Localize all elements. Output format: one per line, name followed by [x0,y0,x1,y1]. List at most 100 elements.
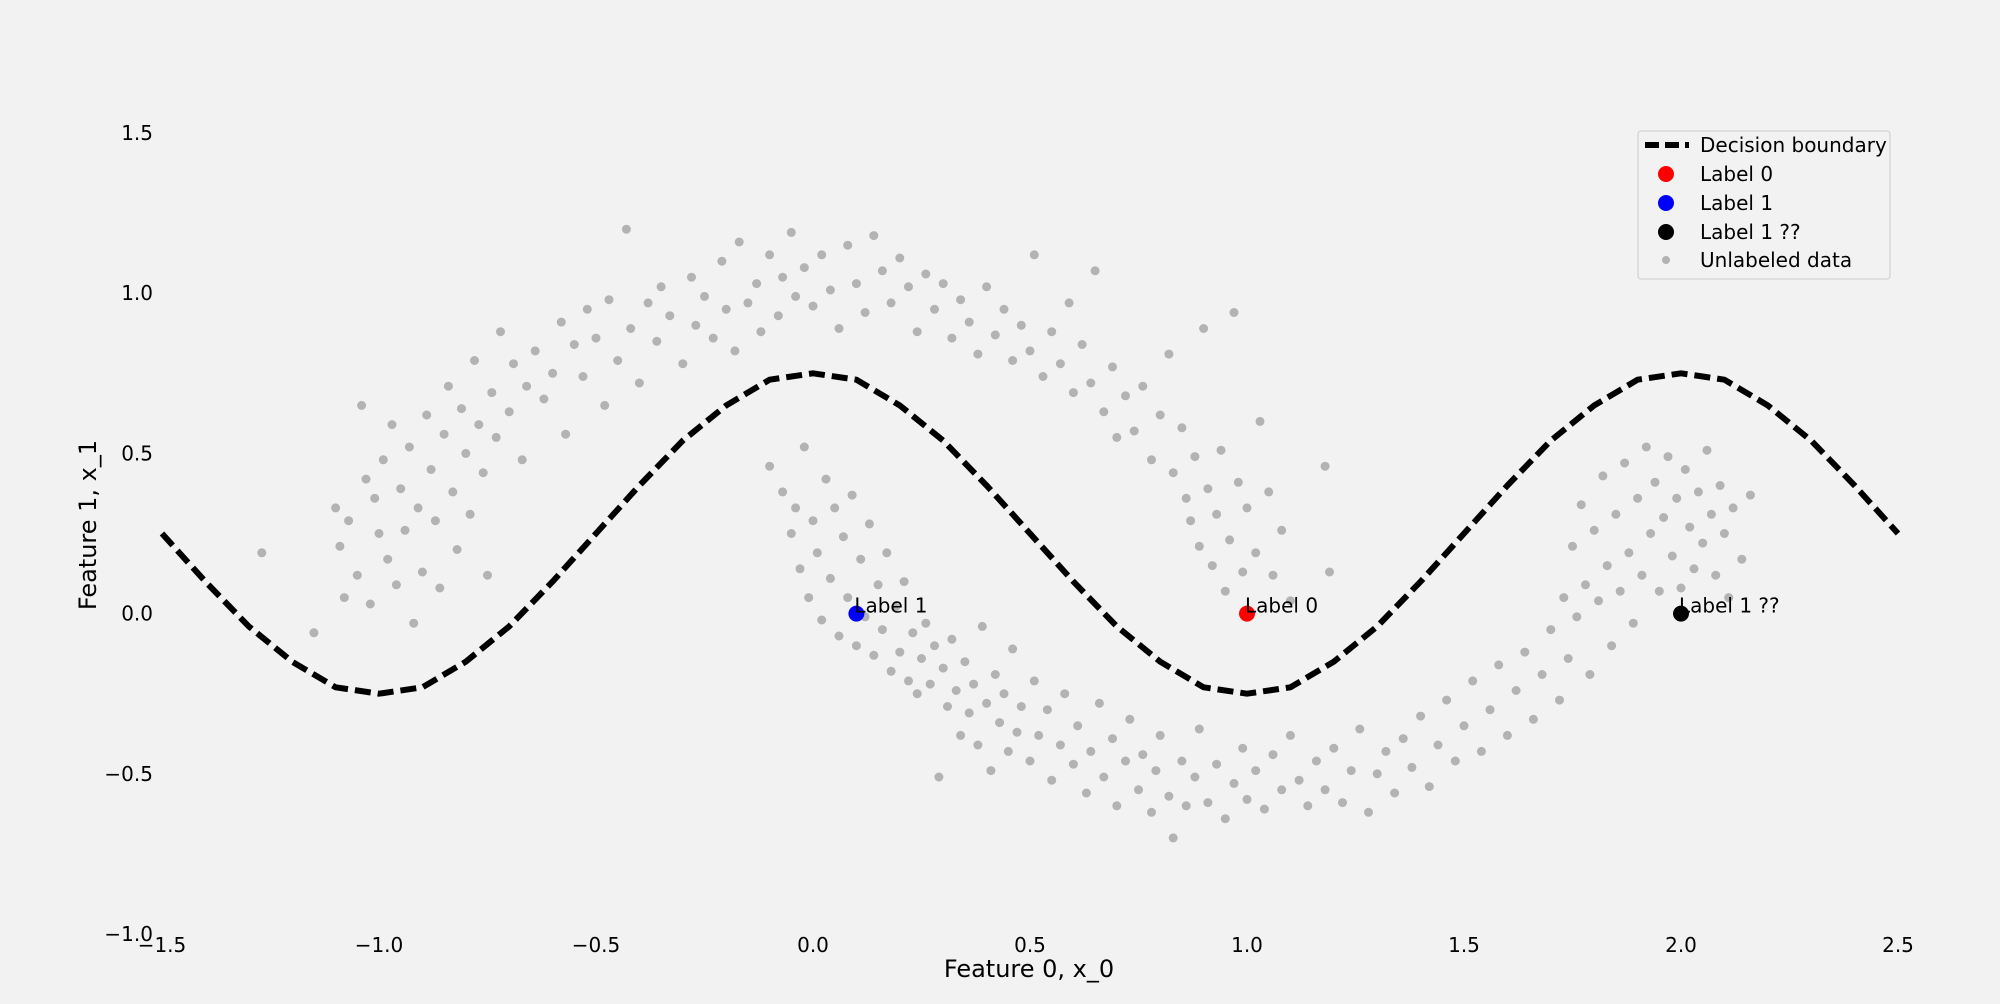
unlabeled-point [908,628,918,638]
legend-frame [1637,130,1891,280]
unlabeled-point [1646,529,1656,538]
unlabeled-point [621,224,631,234]
unlabeled-point [891,602,900,612]
y-axis-label: Feature 1, x_1 [74,440,102,610]
unlabeled-point [1277,525,1287,535]
legend-unlabeled-swatch [1662,256,1670,264]
unlabeled-point [1563,654,1573,663]
unlabeled-point [817,250,827,260]
unlabeled-point [860,308,870,317]
unlabeled-point [799,263,809,273]
unlabeled-point [743,298,753,308]
unlabeled-point [1372,769,1382,779]
unlabeled-point [925,679,935,689]
unlabeled-point [409,618,419,628]
unlabeled-point [1650,477,1660,487]
unlabeled-point [1181,493,1191,503]
unlabeled-point [1685,522,1695,532]
unlabeled-point [938,279,948,289]
unlabeled-point [1294,775,1304,785]
unlabeled-point [1355,724,1365,734]
x-axis-label: Feature 0, x_0 [944,955,1114,983]
unlabeled-point [982,698,992,708]
unlabeled-point [457,404,466,414]
unlabeled-point [1194,724,1204,734]
unlabeled-point [1077,340,1087,349]
unlabeled-point [1285,596,1295,606]
unlabeled-point [600,400,610,410]
unlabeled-point [1633,493,1643,503]
unlabeled-point [1186,516,1196,526]
unlabeled-point [478,468,488,478]
x-tick-label: 0.0 [797,933,829,957]
unlabeled-point [339,593,349,603]
unlabeled-point [530,346,540,356]
unlabeled-point [1177,756,1187,766]
unlabeled-point [956,730,966,740]
unlabeled-point [886,666,896,676]
unlabeled-point [834,324,844,333]
unlabeled-point [869,231,879,241]
unlabeled-point [904,676,913,686]
unlabeled-point [1012,727,1022,737]
y-tick-label: −1.0 [104,922,153,946]
unlabeled-point [1476,746,1486,756]
unlabeled-point [1693,487,1703,497]
unlabeled-point [430,516,440,526]
unlabeled-point [1108,734,1117,744]
unlabeled-point [786,529,796,538]
unlabeled-point [869,650,879,660]
unlabeled-point [1676,583,1686,593]
unlabeled-point [656,282,666,292]
unlabeled-point [487,388,497,398]
unlabeled-point [604,295,614,305]
unlabeled-point [1659,513,1669,522]
unlabeled-point [634,378,644,388]
unlabeled-point [1086,378,1096,388]
x-tick-label: 1.5 [1448,933,1480,957]
unlabeled-point [1628,618,1638,628]
unlabeled-point [1216,445,1226,455]
unlabeled-point [1029,676,1039,686]
unlabeled-point [1611,509,1621,519]
x-tick-label: −0.5 [572,933,621,957]
unlabeled-point [1025,346,1035,356]
unlabeled-point [443,381,453,391]
unlabeled-point [1147,807,1156,817]
unlabeled-point [843,593,853,603]
unlabeled-point [1168,468,1178,478]
unlabeled-point [1559,593,1569,603]
unlabeled-point [1068,759,1078,769]
unlabeled-point [1424,782,1434,792]
unlabeled-point [474,420,484,430]
unlabeled-point [969,679,979,689]
unlabeled-point [1203,798,1213,808]
unlabeled-point [509,359,518,369]
unlabeled-point [1055,740,1065,750]
unlabeled-point [847,490,857,500]
unlabeled-point [799,442,809,452]
unlabeled-point [899,577,909,587]
unlabeled-point [1329,743,1339,753]
unlabeled-point [344,516,354,526]
legend-label1-swatch [1658,195,1674,211]
unlabeled-point [1190,452,1200,462]
unlabeled-point [370,493,380,503]
point-annotation: Label 1 ?? [1679,594,1780,618]
x-tick-label: 2.0 [1665,933,1697,957]
unlabeled-point [1194,541,1204,551]
point-annotation: Label 1 [854,594,927,618]
unlabeled-point [1268,750,1278,760]
unlabeled-point [1398,734,1408,744]
unlabeled-point [951,686,961,695]
unlabeled-point [1255,416,1265,426]
unlabeled-point [1672,493,1682,503]
unlabeled-point [1134,785,1143,795]
unlabeled-point [708,333,718,343]
unlabeled-point [1364,807,1373,817]
unlabeled-point [331,503,341,513]
unlabeled-point [491,432,501,442]
unlabeled-point [1225,535,1235,545]
unlabeled-point [1715,481,1725,490]
unlabeled-point [413,503,423,513]
